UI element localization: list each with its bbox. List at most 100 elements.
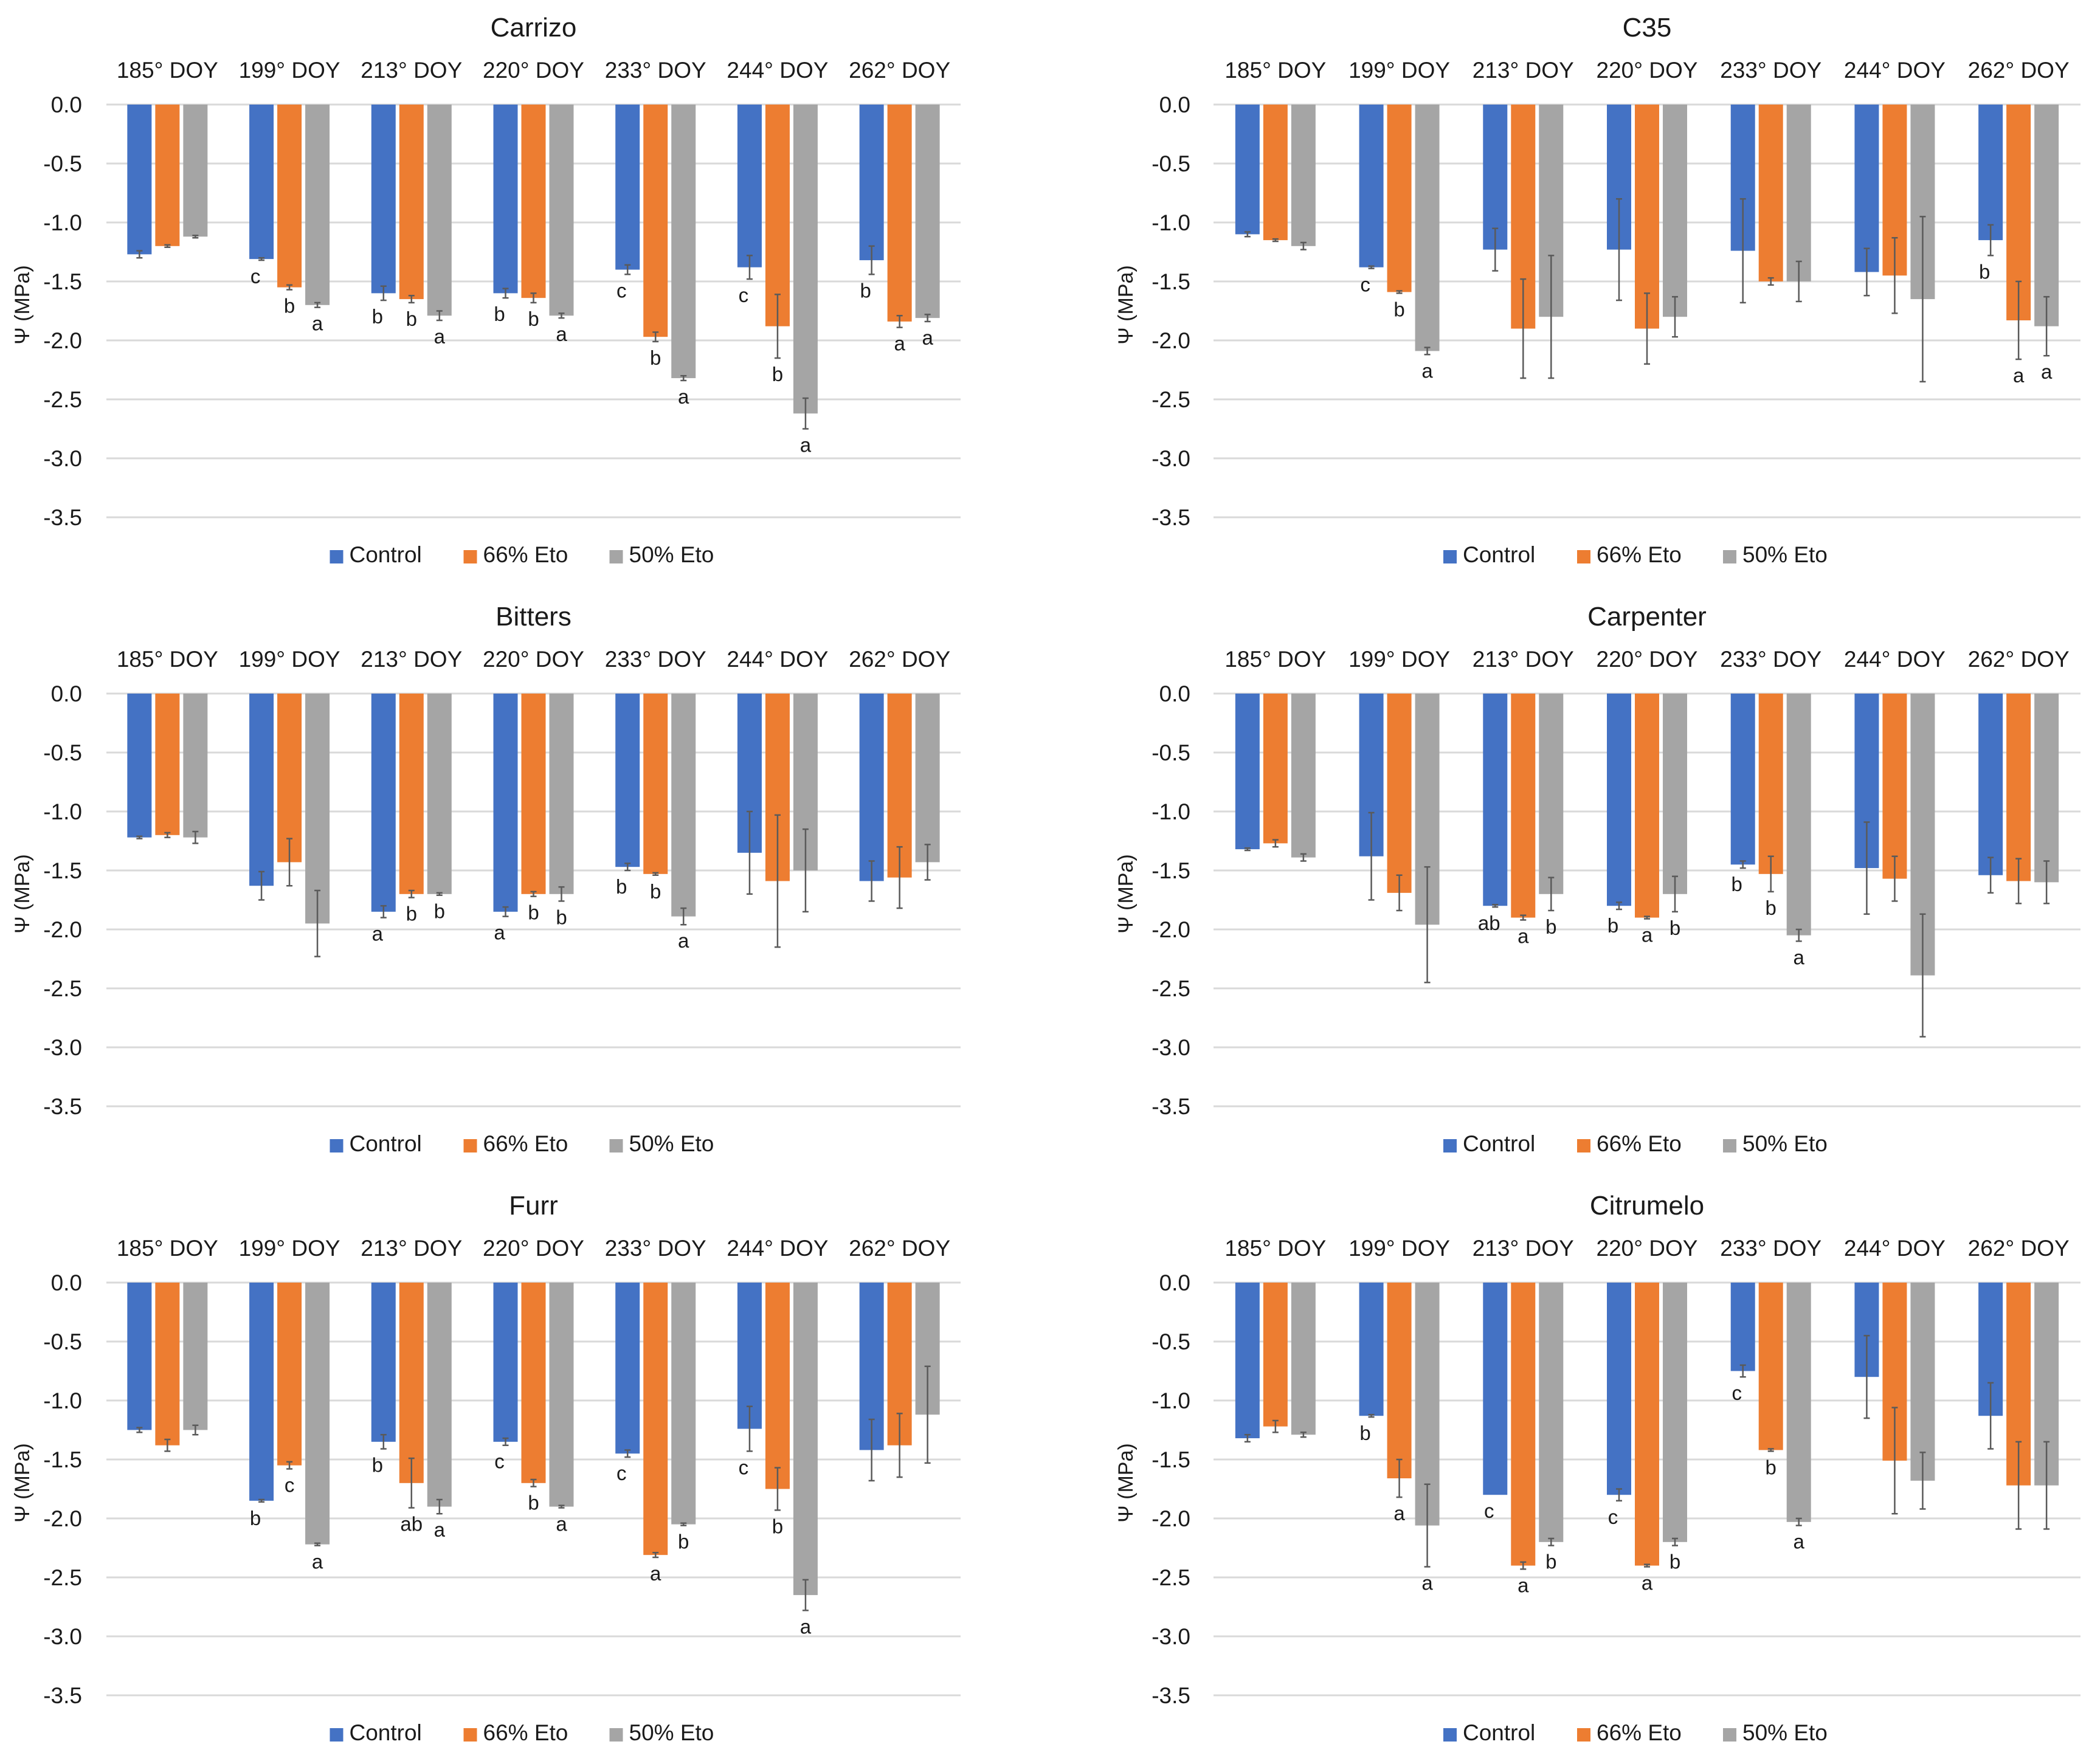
y-axis-label: Ψ (MPa) — [11, 1443, 34, 1522]
y-tick-label: -2.5 — [1152, 387, 1190, 412]
significance-letter: a — [494, 922, 505, 944]
chart-title: Carrizo — [491, 13, 577, 43]
legend-label: 50% Eto — [1742, 542, 1828, 567]
significance-letter: b — [650, 346, 661, 369]
bar-50-eto — [671, 1283, 696, 1525]
category-label: 220° DOY — [1597, 58, 1698, 83]
legend: Control 66% Eto 50% Eto — [1443, 542, 1828, 567]
bar-control — [371, 694, 396, 912]
significance-letter: c — [739, 284, 749, 306]
bar-control — [371, 105, 396, 294]
significance-letter: c — [1732, 1382, 1742, 1404]
category-label: 213° DOY — [361, 1236, 462, 1261]
significance-letter: a — [312, 1551, 323, 1573]
bar-control — [1854, 105, 1879, 272]
bar-control — [615, 105, 640, 270]
bar-66-eto — [399, 105, 424, 300]
bar-66-eto — [887, 105, 912, 322]
significance-letter: b — [1669, 1551, 1680, 1573]
bar-66-eto — [1387, 694, 1412, 893]
bar-control — [1978, 694, 2003, 875]
category-label: 213° DOY — [361, 58, 462, 83]
category-label: 262° DOY — [849, 58, 950, 83]
bar-control — [1978, 105, 2003, 241]
bar-50-eto — [305, 105, 330, 305]
bar-control — [127, 694, 152, 838]
bar-50-eto — [1539, 694, 1564, 894]
category-label: 244° DOY — [1844, 647, 1946, 672]
y-axis-label: Ψ (MPa) — [1114, 265, 1138, 344]
significance-letter: b — [1359, 1422, 1370, 1444]
significance-letter: b — [372, 1454, 383, 1476]
legend: Control 66% Eto 50% Eto — [330, 1131, 714, 1156]
significance-letter: b — [1393, 298, 1404, 320]
bar-66-eto — [1635, 105, 1659, 329]
significance-letter: a — [1421, 359, 1433, 382]
bar-66-eto — [277, 694, 302, 863]
y-tick-label: -3.0 — [43, 446, 82, 471]
legend-swatch — [463, 550, 477, 563]
bar-control — [493, 1283, 518, 1442]
legend-label: 66% Eto — [1597, 542, 1682, 567]
bar-66-eto — [155, 1283, 180, 1445]
significance-letter: a — [800, 1615, 812, 1638]
chart-panel-furr: Furr Ψ (MPa) 0.0 -0.5 -1.0 -1.5 -2.0 -2.5 -3.0 -3… — [11, 1191, 961, 1745]
y-tick-label: -1.0 — [43, 1388, 82, 1413]
y-tick-label: -2.5 — [1152, 976, 1190, 1001]
category-label: 199° DOY — [239, 647, 340, 672]
bar-66-eto — [1511, 1283, 1536, 1566]
significance-letter: c — [1608, 1506, 1618, 1528]
y-tick-label: -3.5 — [43, 505, 82, 530]
significance-letter: a — [678, 929, 689, 952]
chart-title: C35 — [1623, 13, 1672, 43]
chart-panel-citrumelo: Citrumelo Ψ (MPa) 0.0 -0.5 -1.0 -1.5 -2.0 -2.5 -… — [1114, 1191, 2080, 1745]
legend-swatch — [609, 550, 623, 563]
significance-letter: a — [434, 325, 446, 348]
significance-letter: b — [434, 900, 445, 923]
legend: Control 66% Eto 50% Eto — [330, 542, 714, 567]
bar-control — [615, 694, 640, 867]
legend: Control 66% Eto 50% Eto — [1443, 1131, 1828, 1156]
significance-letter: b — [1545, 1551, 1556, 1573]
category-label: 185° DOY — [1224, 647, 1326, 672]
category-label: 233° DOY — [605, 647, 706, 672]
bar-control — [371, 1283, 396, 1442]
significance-letter: c — [250, 265, 261, 288]
significance-letter: c — [1360, 274, 1370, 296]
y-tick-label: -0.5 — [1152, 740, 1190, 765]
category-label: 262° DOY — [1968, 1236, 2070, 1261]
y-tick-label: -3.5 — [43, 1683, 82, 1708]
bar-control — [1235, 1283, 1260, 1439]
significance-letter: a — [556, 323, 567, 345]
bar-control — [249, 105, 274, 260]
legend-swatch — [1443, 1139, 1457, 1152]
bar-66-eto — [1511, 694, 1536, 918]
y-tick-label: -1.5 — [43, 269, 82, 294]
category-label: 220° DOY — [483, 58, 584, 83]
bar-50-eto — [183, 694, 208, 838]
significance-letter: b — [772, 1515, 783, 1537]
legend-label: 50% Eto — [1742, 1131, 1828, 1156]
significance-letter: b — [528, 901, 539, 924]
category-label: 262° DOY — [1968, 58, 2070, 83]
significance-letter: ab — [400, 1513, 423, 1535]
y-tick-label: -2.5 — [43, 1565, 82, 1590]
y-tick-label: -2.5 — [43, 976, 82, 1001]
significance-letter: b — [1545, 915, 1556, 938]
category-label: 244° DOY — [1844, 1236, 1946, 1261]
y-tick-label: -1.5 — [43, 1447, 82, 1472]
significance-letter: b — [650, 880, 661, 903]
y-tick-label: 0.0 — [1159, 92, 1190, 117]
significance-letter: b — [406, 308, 417, 330]
category-label: 262° DOY — [849, 1236, 950, 1261]
category-label: 220° DOY — [1597, 647, 1698, 672]
legend-label: Control — [1463, 1131, 1535, 1156]
bar-50-eto — [427, 694, 452, 894]
category-label: 185° DOY — [1224, 1236, 1326, 1261]
y-tick-label: -2.0 — [43, 328, 82, 353]
significance-letter: b — [860, 279, 871, 301]
y-tick-label: -2.0 — [43, 1506, 82, 1531]
significance-letter: b — [250, 1507, 261, 1529]
legend-label: 50% Eto — [629, 1131, 714, 1156]
bar-50-eto — [1910, 1283, 1935, 1481]
